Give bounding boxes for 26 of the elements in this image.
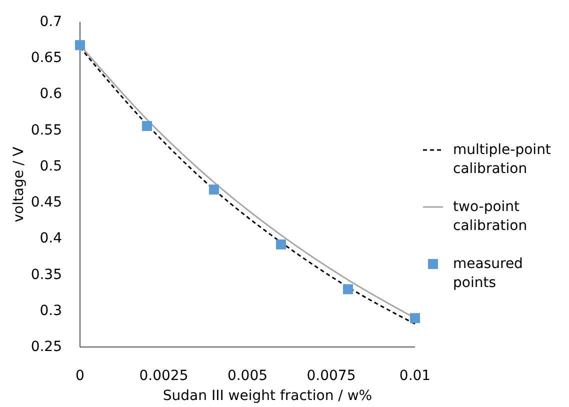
point — [209, 184, 219, 195]
x-tick-label: 0.005 — [227, 368, 268, 384]
y-tick-label: 0.55 — [30, 122, 62, 138]
point — [410, 313, 420, 324]
y-tick-label: 0.4 — [40, 230, 62, 247]
point — [142, 121, 152, 131]
y-tick-label: 0.5 — [40, 158, 62, 174]
x-tick-label: 0.01 — [399, 368, 431, 384]
point — [343, 284, 353, 294]
y-tick-label: 0.25 — [30, 339, 62, 355]
legend-label: multiple-point calibration — [453, 142, 552, 177]
legend-label: two-point calibration — [453, 199, 528, 234]
x-tick-label: 0 — [76, 368, 84, 384]
y-tick-label: 0.45 — [30, 194, 62, 211]
y-tick-label: 0.35 — [30, 266, 62, 283]
x-tick-label: 0.0025 — [139, 368, 188, 384]
y-axis-title: voltage / V — [11, 146, 27, 222]
y-tick-label: 0.65 — [30, 50, 62, 66]
x-axis-title: Sudan III weight fraction / w% — [162, 388, 372, 404]
legend-label: measured points — [453, 256, 523, 291]
y-tick-label: 0.6 — [40, 86, 62, 102]
x-tick-label: 0.0075 — [306, 368, 356, 384]
y-tick-label: 0.7 — [40, 14, 62, 30]
y-tick-label: 0.3 — [40, 302, 62, 319]
point — [276, 239, 286, 250]
point — [75, 40, 85, 50]
